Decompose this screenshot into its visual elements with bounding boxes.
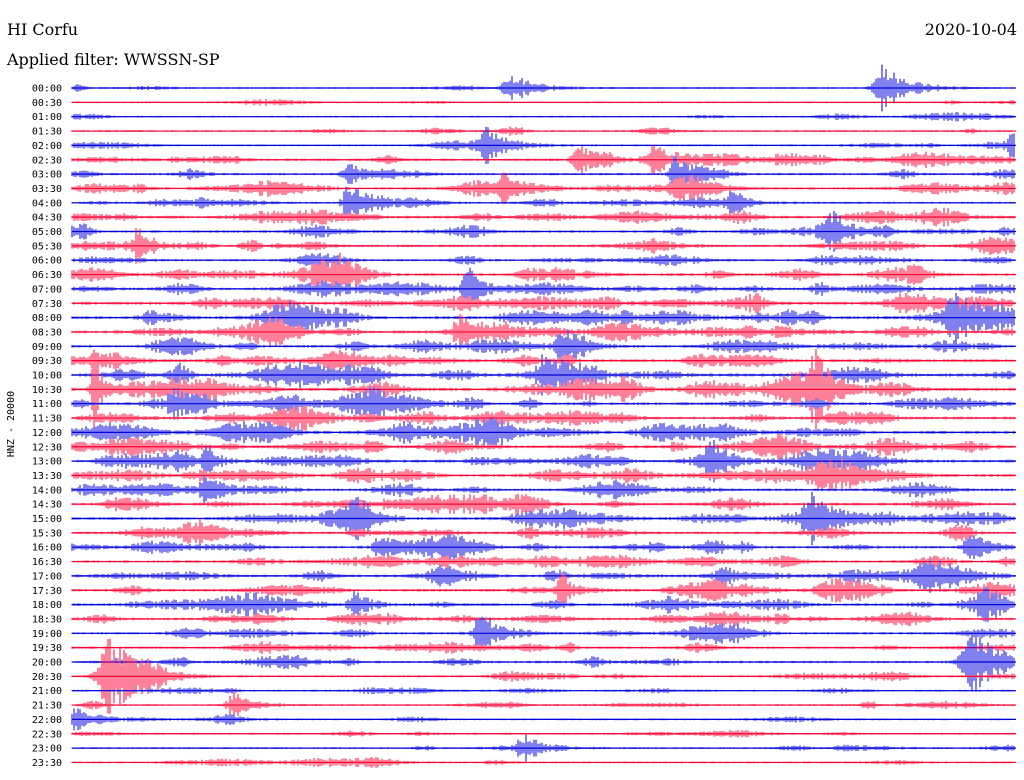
row-label-25: 12:30 xyxy=(32,442,62,453)
station-name: HI Corfu xyxy=(7,20,79,39)
row-label-12: 06:00 xyxy=(32,256,62,267)
seismic-traces xyxy=(71,64,1016,768)
row-label-44: 22:00 xyxy=(32,715,62,726)
row-label-5: 02:30 xyxy=(32,155,62,166)
row-label-13: 06:30 xyxy=(32,270,62,281)
y-axis-label: HNZ - 20000 xyxy=(6,391,17,457)
row-label-2: 01:00 xyxy=(32,112,62,123)
row-label-33: 16:30 xyxy=(32,557,62,568)
row-label-30: 15:00 xyxy=(32,514,62,525)
row-label-24: 12:00 xyxy=(32,428,62,439)
row-label-11: 05:30 xyxy=(32,241,62,252)
row-label-40: 20:00 xyxy=(32,658,62,669)
row-label-10: 05:00 xyxy=(32,227,62,238)
row-label-45: 22:30 xyxy=(32,729,62,740)
row-label-42: 21:00 xyxy=(32,686,62,697)
row-label-35: 17:30 xyxy=(32,586,62,597)
row-label-38: 19:00 xyxy=(32,629,62,640)
filter-label: Applied filter: WWSSN-SP xyxy=(7,50,220,69)
row-label-15: 07:30 xyxy=(32,299,62,310)
row-label-46: 23:00 xyxy=(32,744,62,755)
row-label-6: 03:00 xyxy=(32,170,62,181)
row-label-39: 19:30 xyxy=(32,643,62,654)
row-label-43: 21:30 xyxy=(32,701,62,712)
row-label-31: 15:30 xyxy=(32,528,62,539)
row-label-17: 08:30 xyxy=(32,327,62,338)
row-label-32: 16:00 xyxy=(32,543,62,554)
row-label-16: 08:00 xyxy=(32,313,62,324)
row-label-7: 03:30 xyxy=(32,184,62,195)
row-label-26: 13:00 xyxy=(32,457,62,468)
row-label-9: 04:30 xyxy=(32,213,62,224)
row-label-14: 07:00 xyxy=(32,284,62,295)
row-label-0: 00:00 xyxy=(32,84,62,95)
row-label-41: 20:30 xyxy=(32,672,62,683)
row-label-23: 11:30 xyxy=(32,414,62,425)
row-label-21: 10:30 xyxy=(32,385,62,396)
row-label-28: 14:00 xyxy=(32,485,62,496)
row-label-36: 18:00 xyxy=(32,600,62,611)
row-label-47: 23:30 xyxy=(32,758,62,769)
row-label-27: 13:30 xyxy=(32,471,62,482)
row-label-37: 18:30 xyxy=(32,614,62,625)
row-label-34: 17:00 xyxy=(32,571,62,582)
row-label-1: 00:30 xyxy=(32,98,62,109)
record-date: 2020-10-04 xyxy=(924,20,1017,39)
row-label-8: 04:00 xyxy=(32,198,62,209)
row-label-19: 09:30 xyxy=(32,356,62,367)
row-label-3: 01:30 xyxy=(32,127,62,138)
row-label-4: 02:00 xyxy=(32,141,62,152)
row-label-22: 11:00 xyxy=(32,399,62,410)
row-label-29: 14:30 xyxy=(32,500,62,511)
row-label-18: 09:00 xyxy=(32,342,62,353)
row-time-labels: 00:00 00:30 01:00 01:30 02:00 02:30 03:00 03:30… xyxy=(32,84,62,769)
row-label-20: 10:00 xyxy=(32,371,62,382)
